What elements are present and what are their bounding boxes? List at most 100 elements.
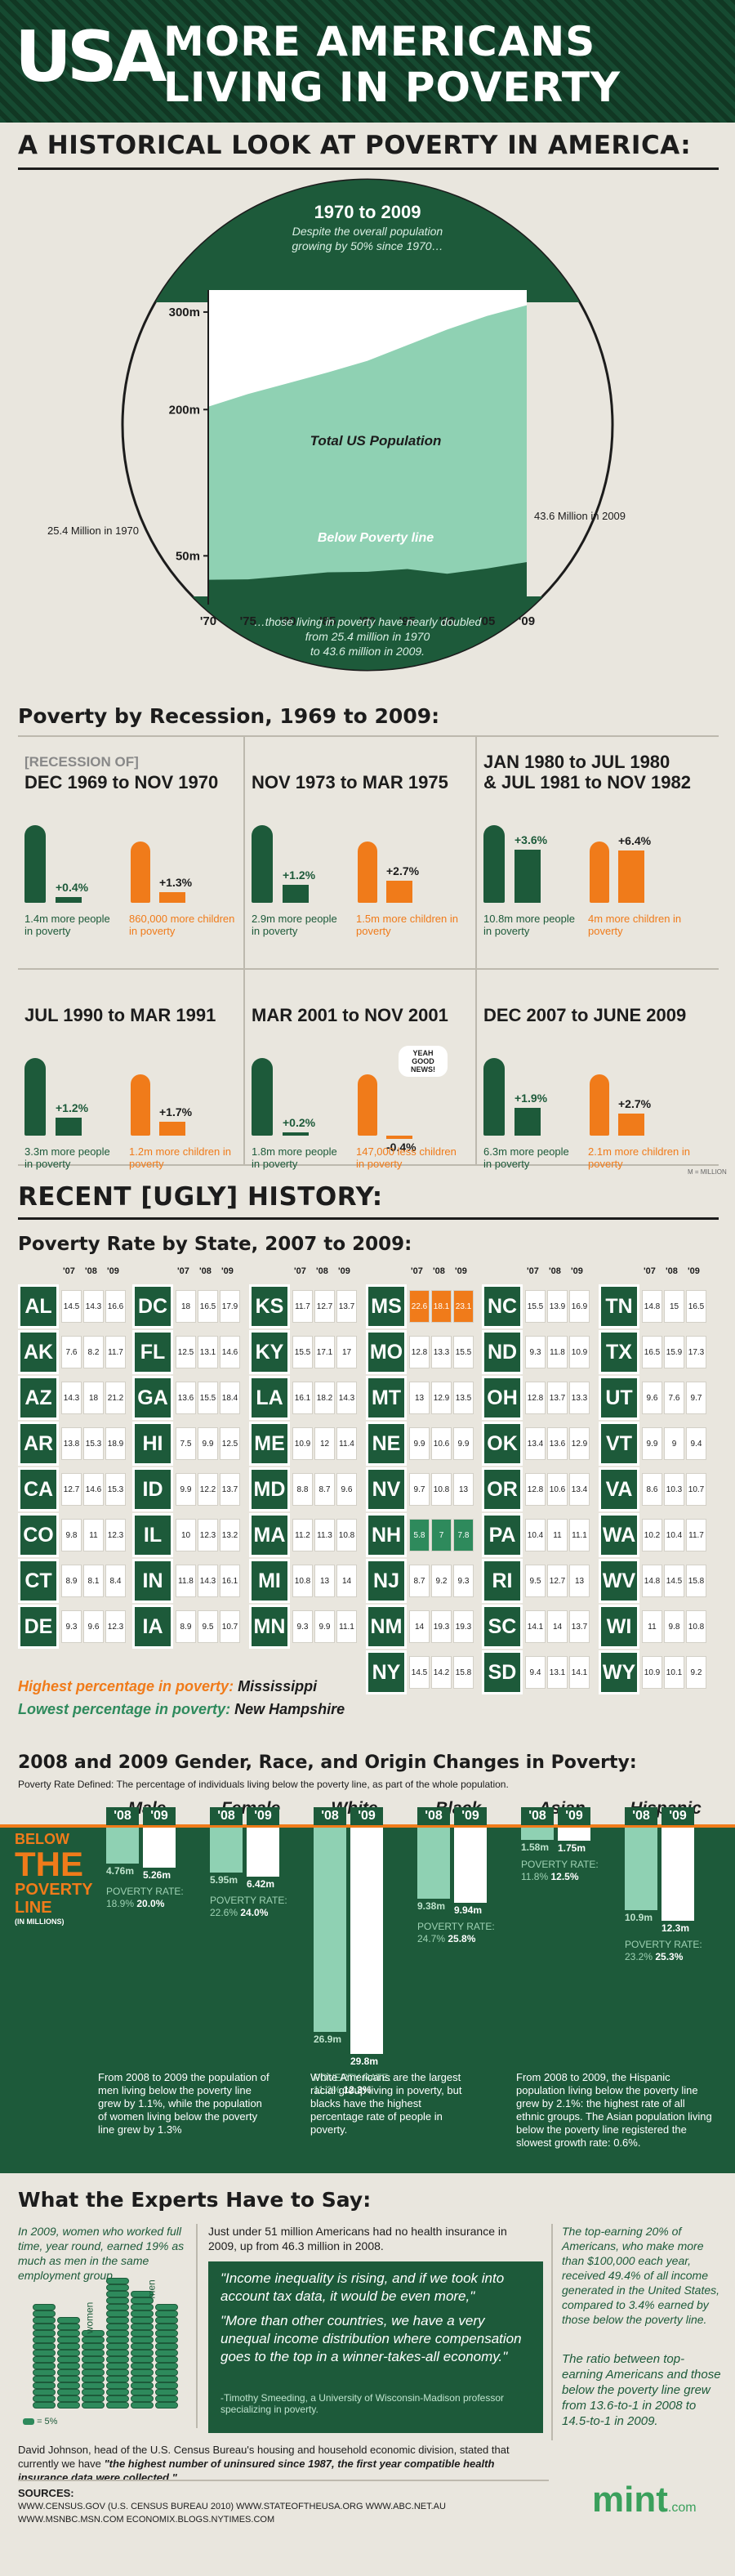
state-rate: 16.5: [198, 1290, 218, 1323]
year-header: '07: [411, 1266, 423, 1276]
state-code: VA: [599, 1467, 639, 1511]
year-header: '08: [316, 1266, 328, 1276]
state-code: MS: [366, 1284, 407, 1328]
poverty-rate-label: POVERTY RATE:: [625, 1939, 702, 1951]
recession-period: DEC 1969 to NOV 1970: [24, 772, 219, 792]
coin: [106, 2297, 129, 2304]
coin: [82, 2343, 105, 2350]
state-rate: 11: [83, 1519, 104, 1551]
state-rate: 14: [409, 1610, 430, 1643]
poverty-rate: POVERTY RATE: 23.2% 25.3%: [625, 1939, 715, 1963]
coin: [82, 2382, 105, 2389]
children-bar: [386, 881, 412, 903]
year-08: '08: [210, 1807, 243, 1825]
quote-box: [208, 2261, 543, 2433]
state-rate: 11: [547, 1519, 568, 1551]
value-2008: 9.38m: [417, 1900, 446, 1913]
state-values: 5.8 7 7.8: [409, 1519, 474, 1551]
value-2008: 10.9m: [625, 1912, 653, 1924]
state-rate: 9.5: [198, 1610, 218, 1643]
state-code: UT: [599, 1376, 639, 1420]
poverty-rate-values: 11.8% 12.5%: [521, 1871, 611, 1883]
coin: [155, 2363, 178, 2369]
state-rate: 16.5: [686, 1290, 706, 1323]
poverty-rate-definition: Poverty Rate Defined: The percentage of …: [18, 1779, 509, 1790]
state-rate: 13.4: [569, 1473, 590, 1506]
coin: [57, 2324, 80, 2330]
state-rate: 15.3: [83, 1427, 104, 1460]
people-caption: 10.8m more people in poverty: [483, 913, 576, 937]
state-code: LA: [249, 1376, 290, 1420]
state-rate: 16.1: [220, 1565, 240, 1597]
state-rate: 12.5: [176, 1336, 196, 1368]
coin: [57, 2350, 80, 2356]
coin: [57, 2376, 80, 2382]
children-caption: 1.2m more children in poverty: [129, 1145, 231, 1170]
state-values: 14.5 14.3 16.6: [61, 1290, 126, 1323]
state-code: OK: [482, 1422, 523, 1466]
page-title-line2: LIVING IN POVERTY: [163, 64, 621, 111]
coin: [33, 2389, 56, 2395]
bar-2009: [143, 1828, 176, 1868]
state-rate: 13: [409, 1382, 430, 1414]
value-2008: 5.95m: [210, 1874, 238, 1886]
coin: [82, 2363, 105, 2369]
state-code: NJ: [366, 1559, 407, 1603]
divider: [18, 2480, 549, 2481]
state-rate: 9.9: [198, 1427, 218, 1460]
coin: [57, 2343, 80, 2350]
lowest-state: New Hampshire: [234, 1701, 345, 1717]
state-code: AL: [18, 1284, 59, 1328]
women-label: women: [83, 2301, 96, 2334]
coin: [155, 2369, 178, 2376]
state-rate: 9: [664, 1427, 684, 1460]
poverty-line-label: Below Poverty line: [317, 531, 434, 545]
footnote-line3: to 43.6 million in 2009.: [310, 645, 425, 658]
state-rate: 17.9: [220, 1290, 240, 1323]
state-code: DE: [18, 1605, 59, 1649]
state-code: IN: [132, 1559, 173, 1603]
johnson-line1: David Johnson, head of the U.S. Census B…: [18, 2444, 510, 2470]
state-values: 11.8 14.3 16.1: [176, 1565, 240, 1597]
people-caption: 2.9m more people in poverty: [252, 913, 337, 937]
state-code: VT: [599, 1422, 639, 1466]
divider: [196, 2224, 198, 2428]
state-code: MO: [366, 1330, 407, 1374]
coin: [33, 2369, 56, 2376]
state-code: NM: [366, 1605, 407, 1649]
coin: [33, 2304, 56, 2310]
child-figure: [131, 842, 150, 903]
x-tick-label: '05: [479, 614, 495, 628]
state-rate: 12.7: [314, 1290, 335, 1323]
state-rate: 18: [83, 1382, 104, 1414]
child-figure: [358, 1074, 377, 1136]
coin: [106, 2382, 129, 2389]
state-values: 9.7 10.8 13: [409, 1473, 474, 1506]
children-percent: +2.7%: [386, 864, 420, 877]
state-rate: 14: [547, 1610, 568, 1643]
sources-line1: WWW.CENSUS.GOV (U.S. CENSUS BUREAU 2010)…: [18, 2502, 446, 2511]
state-values: 8.6 10.3 10.7: [642, 1473, 706, 1506]
poverty-rate-values: 23.2% 25.3%: [625, 1951, 715, 1963]
coin: [131, 2304, 154, 2310]
state-rate: 15.3: [105, 1473, 126, 1506]
coin: [106, 2376, 129, 2382]
state-rate: 14.8: [642, 1565, 662, 1597]
state-code: WY: [599, 1650, 639, 1694]
poverty-area: [208, 561, 527, 605]
state-rate: 17.3: [686, 1336, 706, 1368]
coin: [155, 2324, 178, 2330]
state-code: NH: [366, 1513, 407, 1557]
state-rate: 12.7: [547, 1565, 568, 1597]
coin: [33, 2395, 56, 2402]
ratio-text: The ratio between top-earning Americans …: [562, 2352, 721, 2428]
state-values: 14.8 14.5 15.8: [642, 1565, 706, 1597]
state-rate: 8.8: [292, 1473, 313, 1506]
rate-2009: 20.0%: [136, 1897, 165, 1909]
year-09: '09: [247, 1807, 279, 1825]
state-rate: 9.3: [453, 1565, 474, 1597]
rate-2008: 11.2%: [314, 2084, 344, 2096]
bar-2009: [247, 1828, 279, 1877]
state-rate: 12: [314, 1427, 335, 1460]
coin: [106, 2330, 129, 2337]
